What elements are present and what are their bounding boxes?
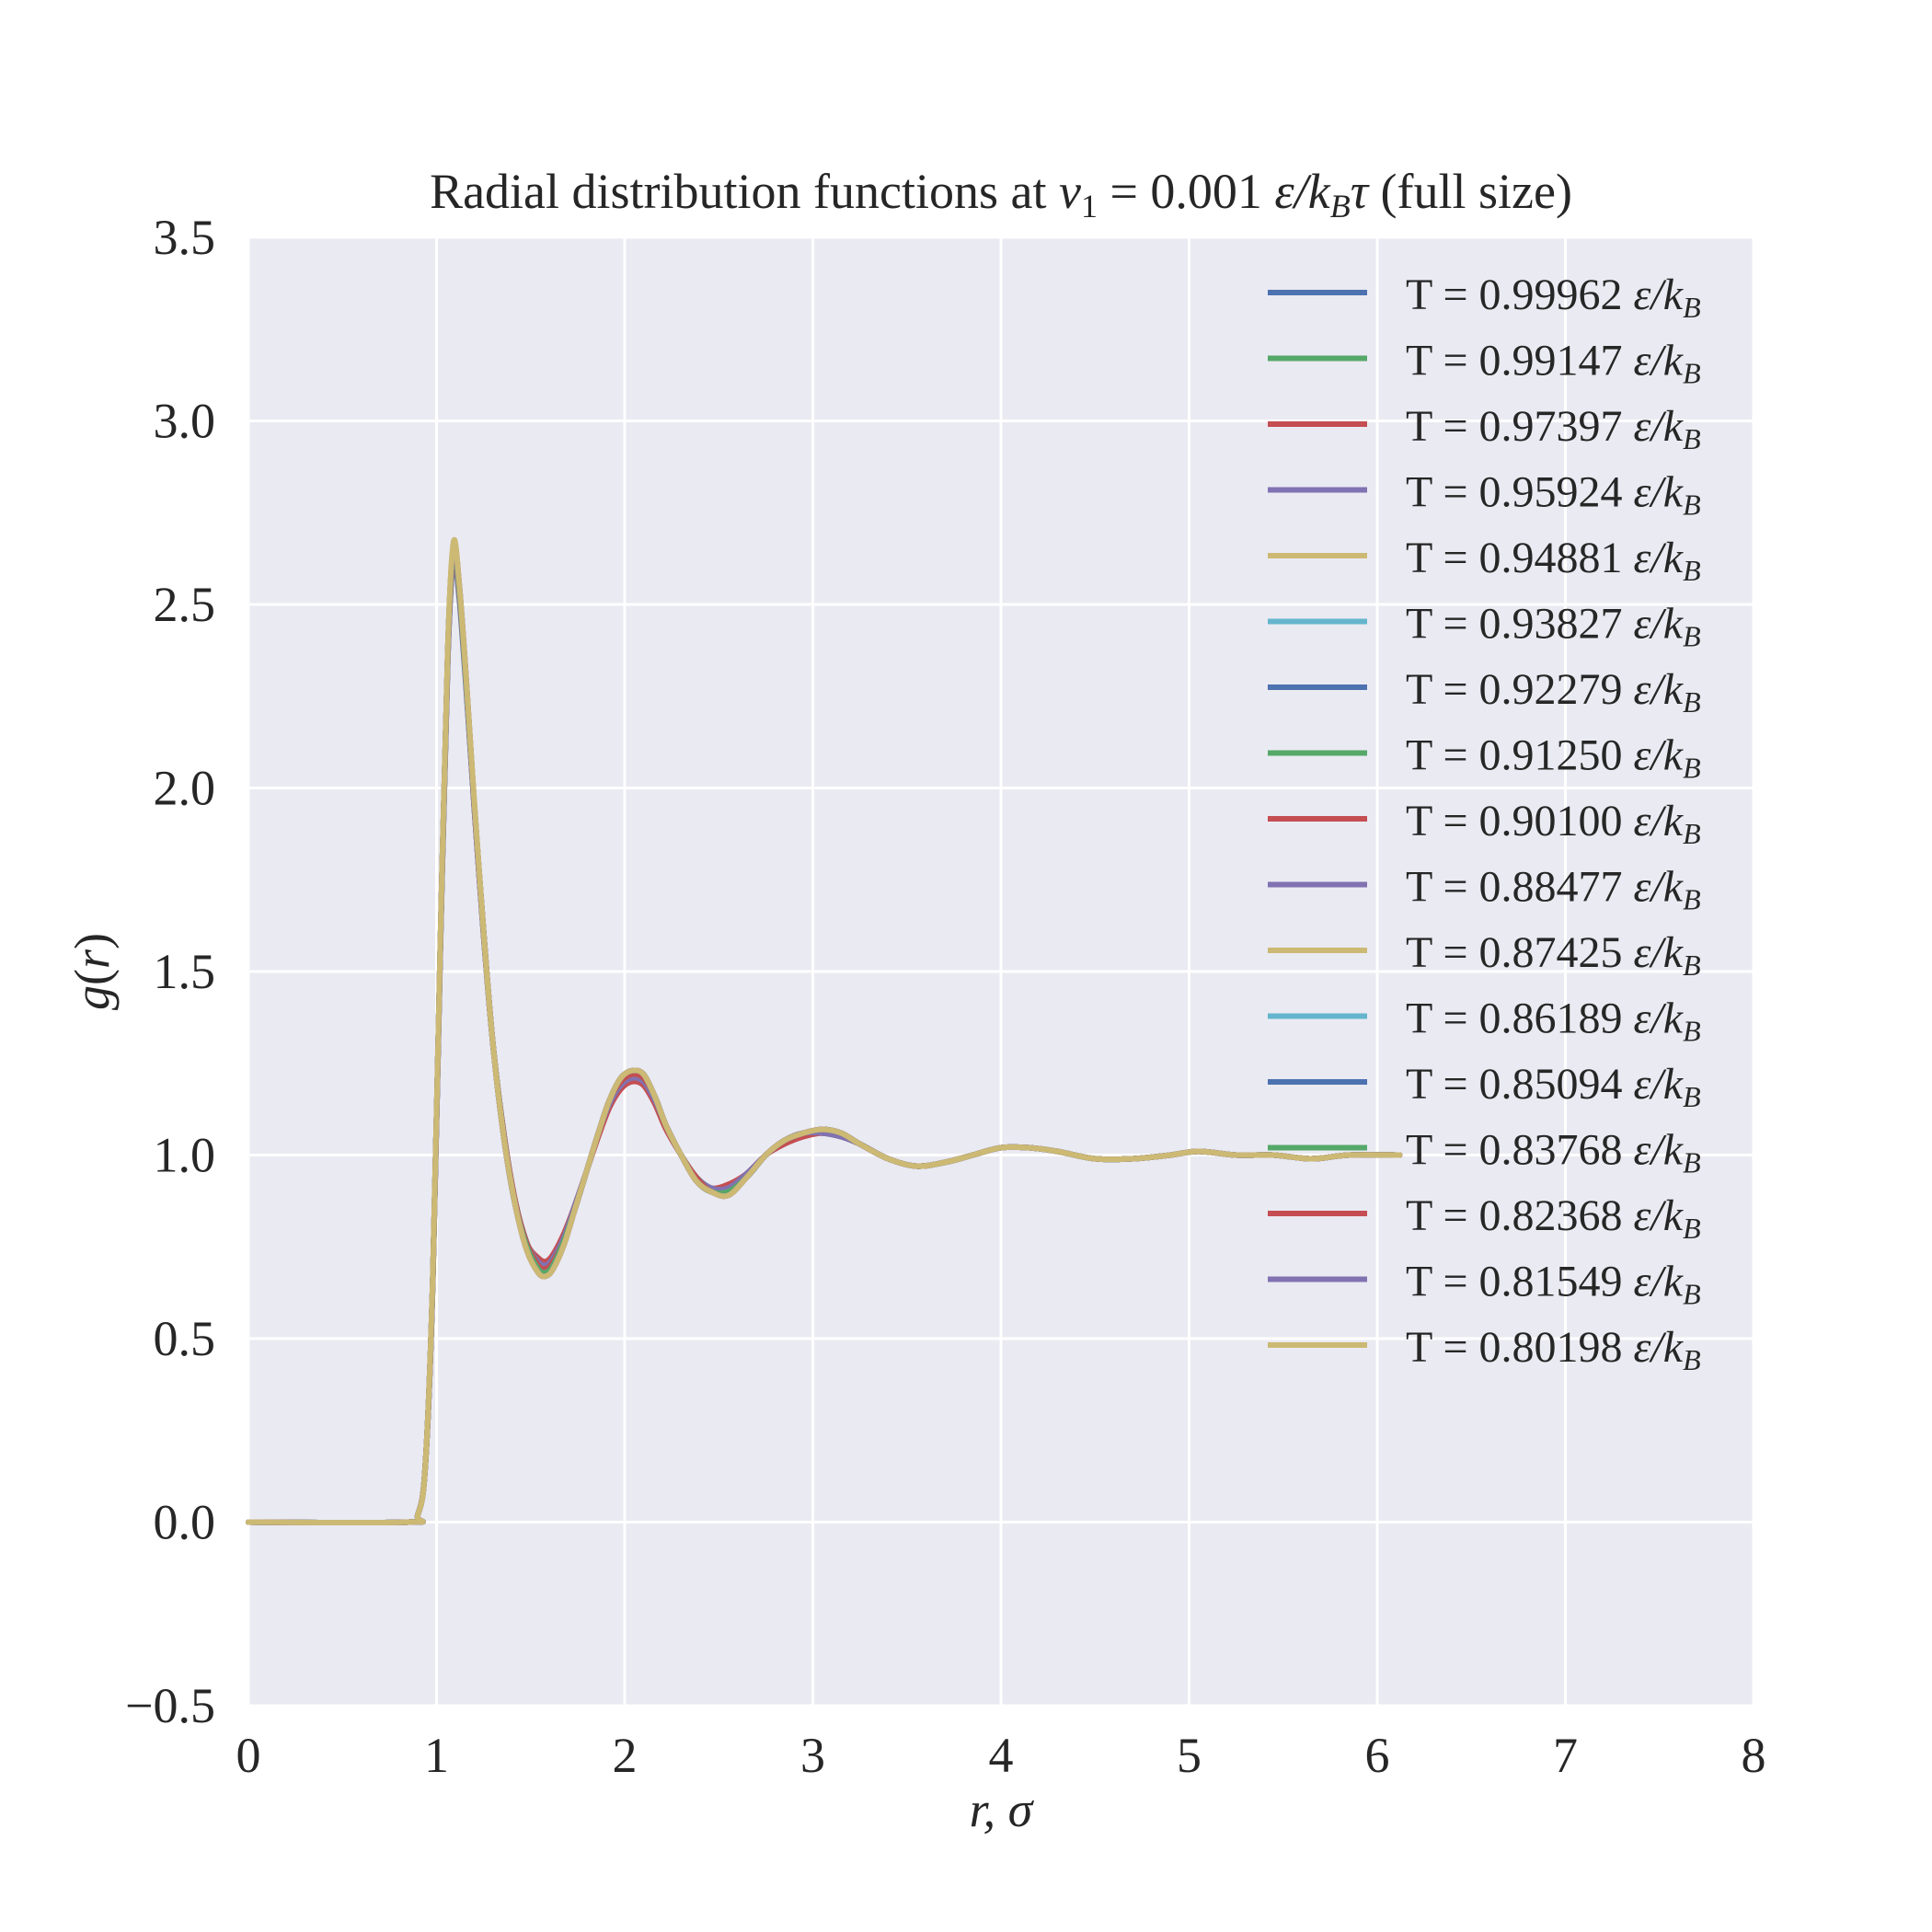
legend-label: T = 0.80198 ε/kB bbox=[1406, 1323, 1701, 1376]
series-line bbox=[246, 536, 1403, 1526]
legend-label: T = 0.85094 ε/kB bbox=[1406, 1060, 1701, 1113]
legend-label: T = 0.83768 ε/kB bbox=[1406, 1126, 1701, 1179]
legend-label: T = 0.99962 ε/kB bbox=[1406, 270, 1701, 324]
y-tick-label: 1.0 bbox=[154, 1128, 216, 1183]
y-tick-label: 0.5 bbox=[154, 1311, 216, 1366]
grid-lines bbox=[247, 236, 1755, 1708]
legend-label: T = 0.82368 ε/kB bbox=[1406, 1191, 1701, 1245]
legend-label: T = 0.86189 ε/kB bbox=[1406, 995, 1701, 1048]
chart-title: Radial distribution functions at v1 = 0.… bbox=[430, 164, 1572, 224]
y-tick-label: 2.5 bbox=[154, 577, 216, 632]
legend-label: T = 0.90100 ε/kB bbox=[1406, 797, 1701, 850]
y-tick-label: 2.0 bbox=[154, 761, 216, 816]
legend-label: T = 0.92279 ε/kB bbox=[1406, 665, 1701, 719]
legend-label: T = 0.97397 ε/kB bbox=[1406, 402, 1701, 455]
x-tick-label: 5 bbox=[1177, 1728, 1202, 1783]
x-tick-label: 8 bbox=[1742, 1728, 1766, 1783]
legend-label: T = 0.88477 ε/kB bbox=[1406, 863, 1701, 916]
legend: T = 0.99962 ε/kB T = 0.99147 ε/kB T = 0.97… bbox=[1268, 270, 1701, 1376]
y-tick-labels: −0.5 0.0 0.5 1.0 1.5 2.0 2.5 3.0 3.5 bbox=[125, 210, 215, 1733]
legend-label: T = 0.93827 ε/kB bbox=[1406, 600, 1701, 653]
x-tick-label: 1 bbox=[424, 1728, 449, 1783]
y-tick-label: −0.5 bbox=[125, 1678, 215, 1733]
legend-label: T = 0.81549 ε/kB bbox=[1406, 1258, 1701, 1311]
legend-label: T = 0.99147 ε/kB bbox=[1406, 337, 1701, 390]
y-tick-label: 0.0 bbox=[154, 1495, 216, 1550]
x-tick-label: 4 bbox=[989, 1728, 1014, 1783]
x-tick-label: 0 bbox=[236, 1728, 261, 1783]
x-axis-label: r, σ bbox=[970, 1782, 1035, 1837]
series-lines bbox=[246, 536, 1403, 1526]
legend-label: T = 0.91250 ε/kB bbox=[1406, 731, 1701, 785]
y-tick-label: 3.0 bbox=[154, 394, 216, 449]
y-axis-label: g(r) bbox=[64, 933, 120, 1010]
y-tick-label: 3.5 bbox=[154, 210, 216, 265]
x-tick-label: 7 bbox=[1553, 1728, 1578, 1783]
x-tick-label: 3 bbox=[800, 1728, 825, 1783]
legend-label: T = 0.94881 ε/kB bbox=[1406, 534, 1701, 587]
legend-label: T = 0.95924 ε/kB bbox=[1406, 468, 1701, 522]
x-tick-label: 6 bbox=[1365, 1728, 1390, 1783]
x-tick-label: 2 bbox=[613, 1728, 638, 1783]
legend-label: T = 0.87425 ε/kB bbox=[1406, 928, 1701, 982]
x-tick-labels: 0 1 2 3 4 5 6 7 8 bbox=[236, 1728, 1766, 1783]
y-tick-label: 1.5 bbox=[154, 944, 216, 999]
